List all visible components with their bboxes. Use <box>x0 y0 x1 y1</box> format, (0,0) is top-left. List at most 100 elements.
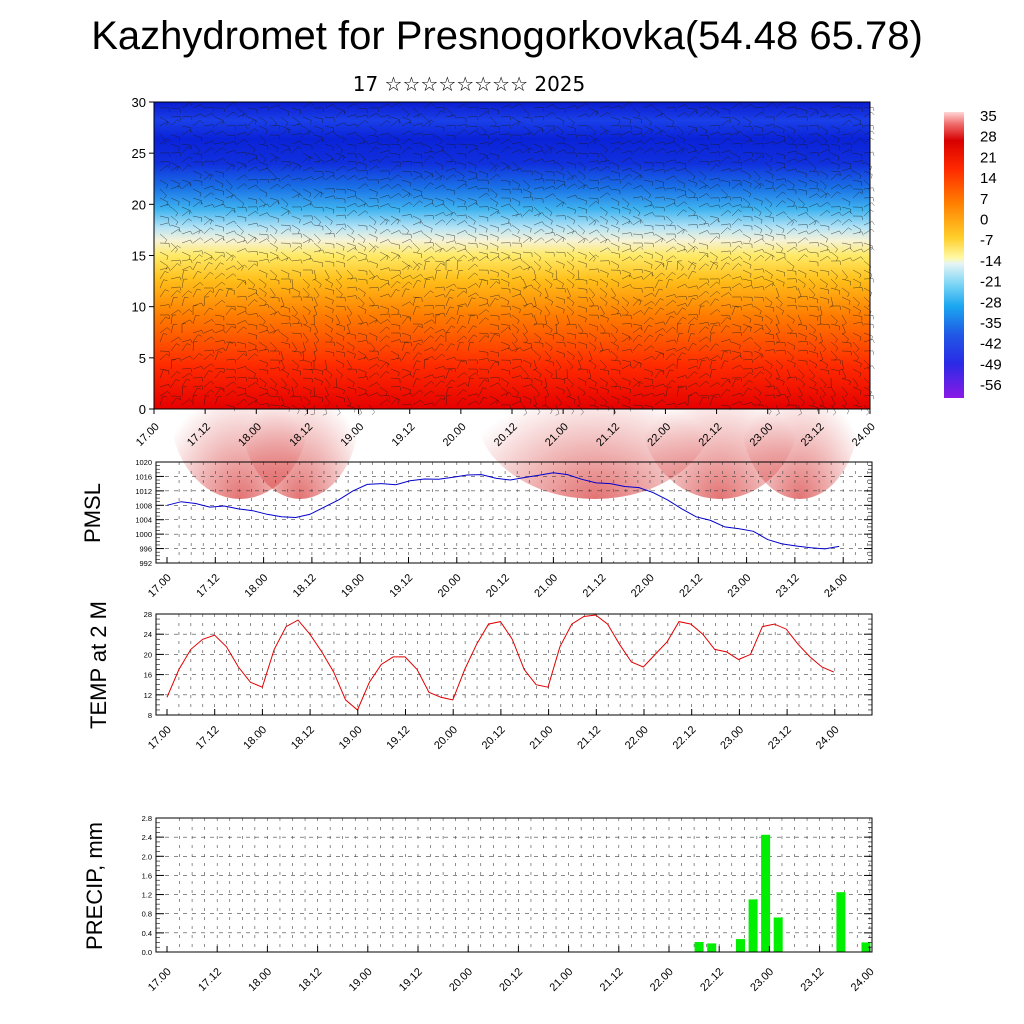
wind-barb-flag <box>518 202 521 207</box>
wind-barb-flag <box>343 255 345 260</box>
wind-barb-flag <box>294 312 298 317</box>
wind-barb <box>764 233 774 238</box>
wind-barb <box>159 116 168 122</box>
wind-barb-flag <box>242 281 247 284</box>
wind-barb-flag <box>859 175 862 180</box>
wind-barb <box>676 283 686 289</box>
wind-barb-flag <box>586 143 589 148</box>
wind-barb <box>401 393 411 397</box>
wind-barb-flag <box>256 378 258 383</box>
wind-barb-flag <box>751 303 754 308</box>
wind-barb-flag <box>252 284 256 289</box>
wind-barb-flag <box>816 220 820 224</box>
wind-barb <box>841 174 850 181</box>
wind-barb <box>236 341 246 345</box>
wind-barb-flag <box>310 413 315 416</box>
wind-barb <box>467 251 475 259</box>
wind-barb <box>731 183 740 190</box>
wind-barb <box>434 110 442 118</box>
wind-barb-flag <box>199 353 203 356</box>
wind-barb-flag <box>485 156 490 160</box>
wind-barb-flag <box>595 254 599 258</box>
wind-barb <box>511 161 520 168</box>
wind-barb-flag <box>798 412 802 416</box>
wind-barb-flag <box>454 160 457 165</box>
wind-barb-flag <box>795 106 798 111</box>
wind-barb-flag <box>690 333 695 335</box>
wind-barb-flag <box>421 339 424 344</box>
wind-barb <box>698 160 708 163</box>
wind-barb-flag <box>220 262 224 265</box>
wind-barb-flag <box>201 385 204 390</box>
wind-barb <box>610 341 619 347</box>
wind-barb <box>709 260 718 266</box>
wind-barb <box>346 224 354 232</box>
wind-barb-flag <box>750 104 754 108</box>
wind-barb <box>753 224 763 230</box>
wind-barb <box>632 116 642 120</box>
wind-barb-flag <box>463 254 468 258</box>
wind-barb <box>632 269 642 271</box>
wind-barb-flag <box>641 140 644 144</box>
wind-barb <box>434 134 443 141</box>
wind-barb <box>698 230 708 235</box>
wind-barb-flag <box>684 112 688 116</box>
wind-barb <box>819 350 823 360</box>
wind-barb <box>456 170 465 177</box>
wind-barb <box>610 206 620 210</box>
precip-x-tick-label: 18.12 <box>297 966 325 994</box>
wind-barb-flag <box>773 341 776 346</box>
wind-barb-flag <box>507 282 510 287</box>
wind-barb-flag <box>738 157 741 162</box>
wind-barb-flag <box>539 310 542 315</box>
wind-barb-flag <box>442 247 446 252</box>
wind-barb <box>445 367 455 370</box>
wind-barb <box>379 251 389 257</box>
wind-barb-flag <box>707 222 710 227</box>
wind-barb-flag <box>220 370 225 374</box>
wind-barb-flag <box>674 348 677 352</box>
wind-barb-flag <box>450 289 455 292</box>
wind-barb <box>786 359 796 364</box>
wind-barb <box>731 152 740 158</box>
wind-barb-flag <box>762 153 764 158</box>
wind-barb <box>731 179 741 182</box>
wind-barb-flag <box>770 274 773 279</box>
wind-barb-flag <box>619 270 621 275</box>
wind-barb <box>555 395 563 404</box>
wind-barb-flag <box>442 212 446 216</box>
wind-barb-flag <box>651 301 655 305</box>
wind-barb-flag <box>179 358 182 363</box>
wind-barb-flag <box>673 238 677 242</box>
wind-barb-flag <box>190 116 193 121</box>
wind-barb <box>390 377 400 380</box>
wind-barb <box>643 204 653 208</box>
wind-barb-flag <box>319 284 322 288</box>
wind-barb-flag <box>814 221 817 226</box>
wind-barb-flag <box>254 119 258 123</box>
wind-barb-flag <box>751 368 754 373</box>
wind-barb <box>335 214 345 217</box>
wind-barb-flag <box>630 349 633 353</box>
wind-barb <box>698 344 706 352</box>
wind-barb-flag <box>599 350 604 353</box>
wind-barb <box>313 134 323 138</box>
wind-barb <box>830 113 840 118</box>
wind-barb <box>478 111 487 118</box>
wind-barb-flag <box>531 302 534 307</box>
colorbar-label: -14 <box>980 253 1002 270</box>
wind-barb-flag <box>167 121 171 125</box>
wind-barb <box>544 128 553 136</box>
wind-barb-flag <box>432 356 435 360</box>
wind-barb <box>775 368 780 378</box>
wind-barb-flag <box>475 147 479 152</box>
wind-barb <box>225 188 234 195</box>
wind-barb <box>555 386 565 391</box>
wind-barb-flag <box>594 140 597 145</box>
wind-barb-flag <box>410 393 413 397</box>
wind-barb-flag <box>871 111 875 116</box>
wind-barb <box>819 341 826 350</box>
wind-barb <box>489 233 499 238</box>
wind-barb-flag <box>696 215 699 220</box>
wind-barb <box>753 395 762 403</box>
